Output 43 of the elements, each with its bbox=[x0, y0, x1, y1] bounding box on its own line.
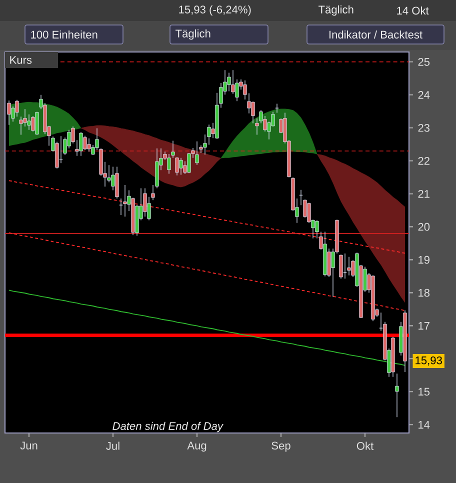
text: Täglich bbox=[318, 5, 354, 16]
candlestick bbox=[395, 373, 399, 418]
y-tick-label: 19 bbox=[418, 256, 430, 264]
text: 15,93 bbox=[416, 356, 442, 366]
candlestick bbox=[7, 100, 11, 126]
candlestick bbox=[115, 166, 119, 199]
annotation: Daten sind End of Day bbox=[112, 422, 224, 432]
y-tick-label: 23 bbox=[418, 124, 430, 132]
y-tick-label: 22 bbox=[418, 157, 430, 165]
y-tick-label: 14 bbox=[418, 420, 430, 429]
candlestick bbox=[123, 184, 127, 217]
candlestick bbox=[79, 132, 83, 156]
candlestick bbox=[87, 138, 91, 152]
text: Indikator / Backtest bbox=[329, 30, 422, 39]
y-tick-label: 18 bbox=[418, 288, 430, 297]
text: 14 Okt bbox=[397, 6, 429, 15]
y-tick-label: 21 bbox=[418, 190, 430, 198]
text: Täglich bbox=[176, 29, 210, 40]
candlestick bbox=[119, 198, 123, 216]
y-tick-label: 24 bbox=[418, 91, 430, 99]
candlestick bbox=[227, 72, 231, 92]
candlestick bbox=[179, 158, 183, 176]
candlestick bbox=[107, 164, 111, 183]
candlestick bbox=[231, 70, 235, 94]
candlestick bbox=[31, 116, 35, 132]
annotation: Kurs bbox=[10, 56, 32, 64]
candlestick bbox=[347, 256, 351, 276]
candlestick bbox=[195, 141, 199, 166]
x-tick-label: Okt bbox=[356, 442, 374, 450]
candlestick bbox=[83, 135, 87, 150]
candlestick bbox=[35, 111, 39, 136]
x-tick-label: Aug bbox=[187, 442, 206, 452]
y-tick-label: 15 bbox=[418, 388, 430, 396]
chart-title: 15,93 (-6,24%) bbox=[179, 5, 251, 16]
candlestick bbox=[339, 254, 343, 279]
text: 100 Einheiten bbox=[31, 30, 98, 39]
x-tick-label: Jun bbox=[20, 442, 38, 450]
x-tick-label: Sep bbox=[272, 442, 290, 452]
y-tick-label: 25 bbox=[418, 58, 430, 66]
candlestick bbox=[143, 188, 147, 217]
y-tick-label: 17 bbox=[418, 322, 430, 330]
x-tick-label: Jul bbox=[106, 442, 120, 450]
y-tick-label: 20 bbox=[418, 222, 430, 231]
